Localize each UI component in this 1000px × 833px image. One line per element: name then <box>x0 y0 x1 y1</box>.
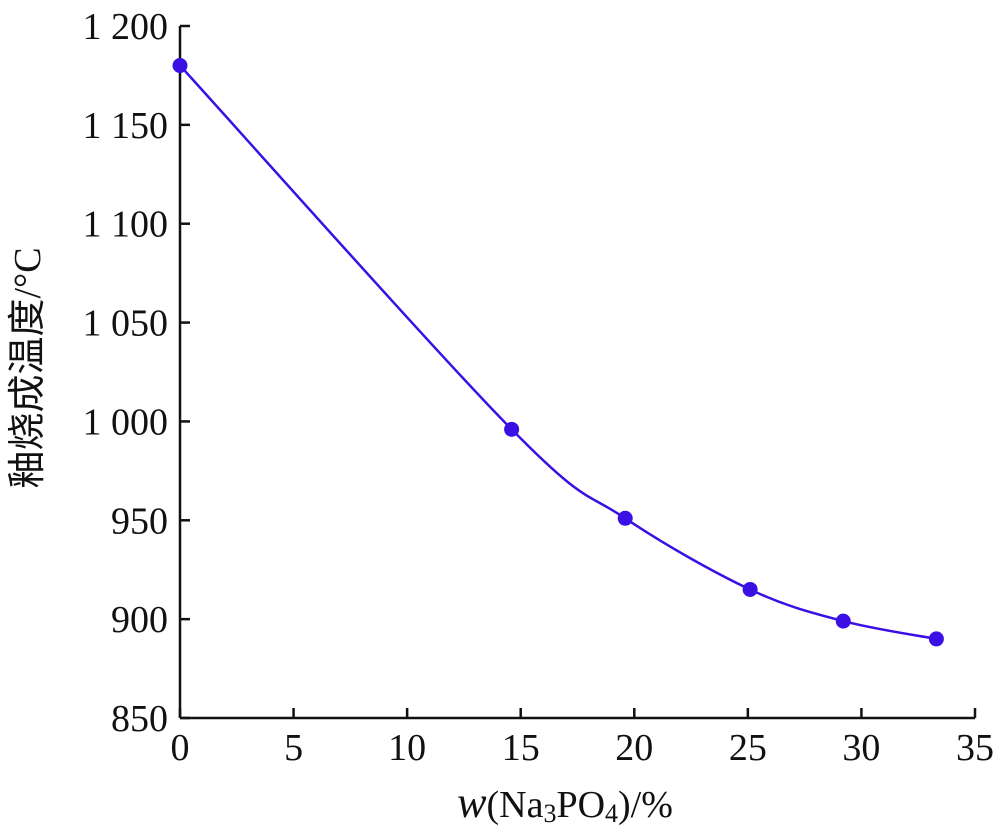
x-axis-title-close: )/% <box>618 784 673 826</box>
y-tick-label: 1 150 <box>83 105 169 147</box>
data-point <box>617 510 633 526</box>
y-tick-label: 850 <box>111 698 168 740</box>
tick-marks <box>178 24 977 720</box>
data-markers <box>172 58 944 647</box>
x-axis-title-italic: w <box>457 778 487 827</box>
x-tick-label: 30 <box>842 727 880 769</box>
data-point <box>742 581 758 597</box>
data-point <box>504 421 520 437</box>
y-tick-label: 900 <box>111 599 168 641</box>
x-tick-label: 15 <box>502 727 540 769</box>
x-tick-label: 20 <box>615 727 653 769</box>
x-axis-title: w(Na3PO4)/% <box>457 778 673 828</box>
tick-labels: 0 5 10 15 20 25 30 35 850 900 950 1 000 1 050 1 100 1 … <box>83 6 995 769</box>
data-point <box>172 58 188 74</box>
x-tick-label: 0 <box>171 727 190 769</box>
x-axis-title-open: (Na <box>486 784 543 826</box>
x-tick-label: 5 <box>284 727 303 769</box>
x-tick-label: 10 <box>388 727 426 769</box>
y-tick-label: 1 050 <box>83 303 169 345</box>
x-axis-title-mid: PO <box>556 784 605 826</box>
y-tick-label: 1 000 <box>83 401 169 443</box>
data-point <box>835 613 851 629</box>
data-point <box>928 631 944 647</box>
y-tick-label: 950 <box>111 500 168 542</box>
y-tick-label: 1 200 <box>83 6 169 48</box>
series-line <box>179 64 937 641</box>
y-axis-title: 釉烧成温度/°C <box>7 247 49 488</box>
x-tick-label: 35 <box>956 727 994 769</box>
x-axis-title-sub2: 4 <box>605 799 618 828</box>
x-axis-title-sub1: 3 <box>543 799 556 828</box>
y-tick-label: 1 100 <box>83 204 169 246</box>
x-tick-label: 25 <box>729 727 767 769</box>
